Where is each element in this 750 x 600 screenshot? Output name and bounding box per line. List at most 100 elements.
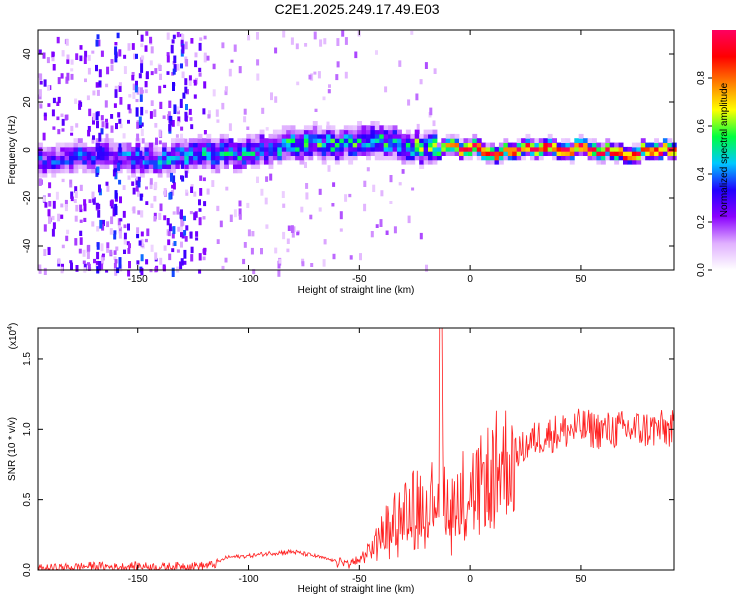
spectrogram-cell	[46, 164, 52, 169]
spectrogram-noise-cell	[407, 99, 411, 106]
spectrogram-cell	[569, 155, 575, 161]
spectrogram-cell	[250, 155, 256, 161]
snr-x-label: Height of straight line (km)	[298, 584, 415, 595]
spectrogram-cell	[326, 133, 331, 139]
spectrogram-cell	[574, 151, 580, 156]
spectrogram-cell	[117, 168, 123, 174]
spectrogram-cell	[60, 164, 66, 169]
spectrogram-noise-cell	[168, 100, 172, 108]
spectrogram-cell	[583, 138, 588, 143]
spectrogram-cell	[95, 138, 101, 143]
spectrogram-cell	[343, 138, 349, 143]
spectrogram-cell	[405, 138, 411, 143]
spectrogram-cell	[631, 142, 637, 148]
spectrogram-noise-cell	[189, 231, 193, 239]
spectrogram-noise-cell	[136, 234, 140, 239]
snr-x-tick-label: -100	[239, 574, 259, 585]
spectrogram-cell	[476, 155, 482, 161]
spectrogram-cell	[432, 151, 438, 156]
spectrogram-cell	[148, 159, 154, 165]
spectrogram-cell	[197, 133, 203, 139]
spectrogram-noise-cell	[119, 97, 123, 105]
spectrogram-cell	[561, 138, 566, 143]
spectrogram-noise-cell	[363, 203, 367, 212]
spectrogram-noise-cell	[282, 231, 286, 240]
spectrogram-cell	[184, 155, 190, 161]
spectrogram-noise-cell	[198, 253, 202, 261]
spectrogram-noise-cell	[123, 224, 127, 229]
spectrogram-cell	[366, 146, 371, 152]
spectrogram-cell	[184, 159, 190, 165]
spectrogram-noise-cell	[328, 84, 331, 88]
spectrogram-noise-cell	[78, 248, 82, 254]
spectrogram-noise-cell	[153, 195, 157, 202]
spectrogram-cell	[308, 146, 314, 152]
spectrogram-cell	[383, 146, 389, 152]
spectrogram-noise-cell	[95, 111, 99, 121]
spectrogram-cell	[321, 146, 327, 152]
spectrogram-cell	[268, 142, 274, 148]
spectrogram-cell	[303, 142, 309, 148]
spectrogram-cell	[494, 155, 500, 161]
spectrogram-noise-cell	[410, 30, 414, 35]
spectrogram-cell	[361, 125, 367, 131]
spectrogram-cell	[228, 155, 234, 161]
spectrogram-noise-cell	[172, 34, 176, 39]
spectrogram-cell	[228, 138, 234, 143]
spectrogram-noise-cell	[206, 55, 210, 61]
spectrogram-cell	[405, 159, 411, 165]
spectrogram-noise-cell	[66, 59, 70, 64]
spectrogram-noise-cell	[419, 79, 423, 85]
spectrogram-cell	[281, 138, 287, 143]
spectrogram-cell	[86, 168, 92, 174]
spectrogram-cell	[303, 138, 309, 143]
spectrogram-cell	[237, 159, 243, 165]
spectrogram-noise-cell	[84, 50, 88, 58]
spectrogram-noise-cell	[96, 226, 100, 232]
spectrogram-noise-cell	[332, 182, 336, 187]
spectrogram-noise-cell	[150, 100, 154, 106]
spectrogram-noise-cell	[166, 71, 170, 75]
spectrogram-cell	[64, 146, 70, 152]
spectrogram-cell	[423, 142, 429, 148]
spectrogram-noise-cell	[83, 203, 87, 212]
spectrogram-cell	[618, 142, 624, 148]
spectrogram-noise-cell	[300, 206, 304, 213]
spectrogram-noise-cell	[359, 253, 362, 261]
spectrogram-cell	[281, 151, 287, 156]
spectrogram-noise-cell	[199, 188, 203, 196]
spectrogram-noise-cell	[91, 191, 95, 199]
spectrogram-noise-cell	[380, 190, 384, 197]
spectrogram-noise-cell	[375, 50, 378, 55]
spectrogram-cell	[308, 125, 314, 131]
spectrogram-cell	[600, 159, 606, 165]
spectrogram-cell	[414, 133, 420, 139]
spectrogram-noise-cell	[185, 191, 189, 196]
spectrogram-cell	[42, 164, 48, 169]
spectrogram-noise-cell	[56, 101, 60, 106]
spectrogram-cell	[308, 138, 314, 143]
spectrogram-cell	[77, 146, 83, 152]
spectrogram-noise-cell	[132, 91, 136, 99]
spectrogram-cell	[51, 146, 57, 152]
spectrogram-noise-cell	[101, 121, 105, 128]
spectrogram-noise-cell	[98, 69, 102, 78]
spectrogram-noise-cell	[96, 242, 100, 250]
spectrogram-noise-cell	[154, 252, 158, 260]
spectrogram-cell	[206, 146, 212, 152]
spectrogram-cell	[565, 151, 571, 156]
colorbar-tick-label: 0.0	[696, 263, 707, 277]
spectrogram-noise-cell	[87, 262, 90, 266]
spectrogram-cell	[206, 155, 212, 161]
spectrogram-cell	[405, 151, 411, 156]
spectrogram-cell	[197, 164, 203, 169]
spectrogram-cell	[388, 142, 393, 148]
spectrogram-cell	[38, 155, 43, 161]
spectrogram-cell	[268, 159, 274, 165]
spectrogram-cell	[308, 133, 314, 139]
spectrogram-noise-cell	[425, 264, 428, 272]
spectrogram-noise-cell	[180, 63, 183, 69]
spectrogram-noise-cell	[224, 90, 228, 96]
spectrogram-cell	[264, 151, 269, 156]
spectrogram-cell	[525, 146, 531, 152]
